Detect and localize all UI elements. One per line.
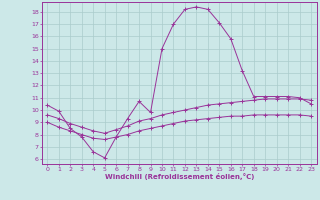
X-axis label: Windchill (Refroidissement éolien,°C): Windchill (Refroidissement éolien,°C) <box>105 173 254 180</box>
